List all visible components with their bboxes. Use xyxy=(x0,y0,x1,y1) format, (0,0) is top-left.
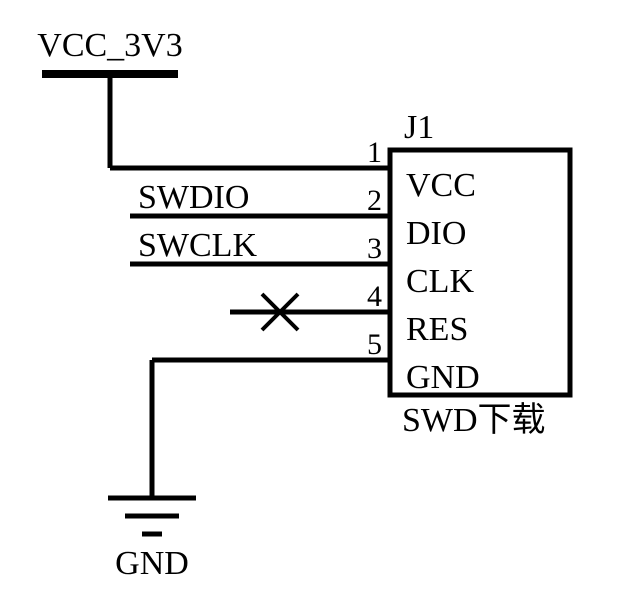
pin-name-1: VCC xyxy=(406,167,476,204)
ground-net-label: GND xyxy=(115,545,189,582)
power-net-label: VCC_3V3 xyxy=(37,27,182,64)
pin-name-3: CLK xyxy=(406,263,474,300)
pin-number-3: 3 xyxy=(367,232,382,265)
connector-refdes: J1 xyxy=(404,109,434,146)
pin-number-4: 4 xyxy=(367,280,382,313)
pin-name-2: DIO xyxy=(406,215,466,252)
pin-number-1: 1 xyxy=(367,136,382,169)
net-label-swdio: SWDIO xyxy=(138,179,249,216)
pin-number-2: 2 xyxy=(367,184,382,217)
net-label-swclk: SWCLK xyxy=(138,227,257,264)
pin-number-5: 5 xyxy=(367,328,382,361)
schematic-svg: VCC_3V3 J1 SWD下载 1 VCC 2 DIO SWDIO 3 CLK SWCLK 4 RES… xyxy=(0,0,618,602)
pin-name-4: RES xyxy=(406,311,468,348)
connector-subtitle: SWD下载 xyxy=(402,401,546,439)
pin-name-5: GND xyxy=(406,359,480,396)
